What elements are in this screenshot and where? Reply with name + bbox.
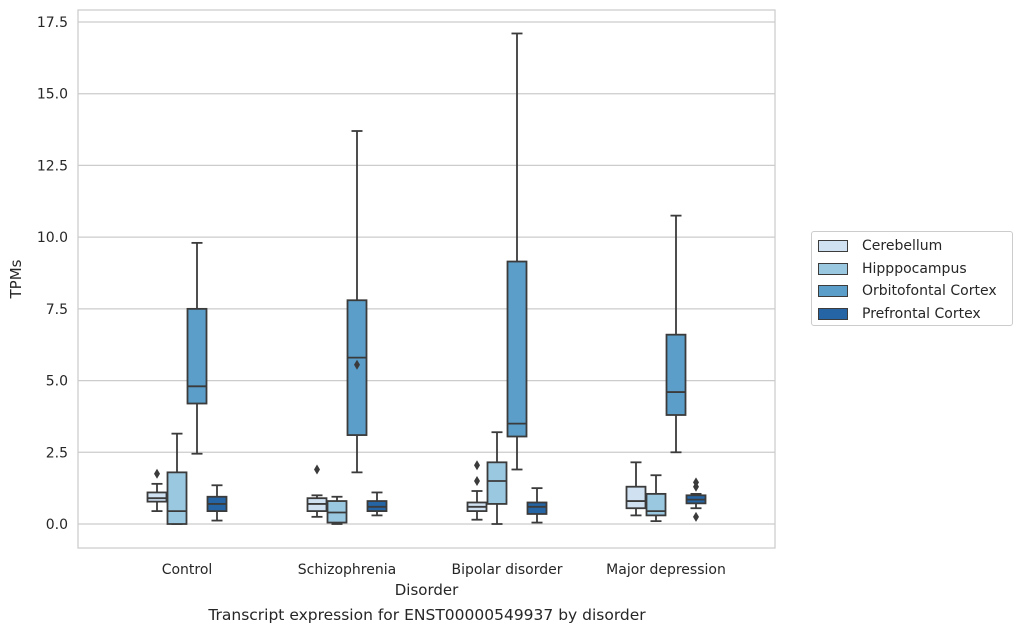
outlier-point: [474, 460, 480, 471]
iqr-box: [526, 501, 548, 515]
iqr-box: [645, 492, 667, 517]
box-bipolar-disorder-orbitofontal-cortex: [506, 32, 528, 471]
iqr-box: [146, 491, 168, 503]
box-major-depression-orbitofontal-cortex: [665, 214, 687, 454]
x-tick-label: Major depression: [606, 562, 726, 578]
legend-item-orbitofrontal-cortex: Orbitofontal Cortex: [818, 280, 1012, 303]
chart-caption: Transcript expression for ENST0000054993…: [208, 606, 646, 624]
box-schizophrenia-prefrontal-cortex: [366, 491, 388, 517]
y-tick-label: 15.0: [37, 87, 68, 103]
legend-item-hippocampus: Hipppocampus: [818, 258, 1012, 281]
outlier-point: [474, 475, 480, 486]
legend-label-prefrontal-cortex: Prefrontal Cortex: [862, 305, 981, 322]
outlier-point: [693, 477, 699, 488]
outlier-point: [693, 511, 699, 522]
x-tick-labels: Control Schizophrenia Bipolar disorder Majo…: [162, 562, 726, 578]
y-tick-label: 2.5: [46, 445, 68, 461]
box-bipolar-disorder-cerebellum: [466, 460, 488, 521]
iqr-box: [186, 307, 208, 405]
box-major-depression-cerebellum: [625, 461, 647, 517]
box-bipolar-disorder-hipppocampus: [486, 431, 508, 525]
legend-label-cerebellum: Cerebellum: [862, 238, 943, 255]
iqr-box: [665, 333, 687, 416]
box-major-depression-prefrontal-cortex: [685, 477, 707, 522]
box-bipolar-disorder-prefrontal-cortex: [526, 487, 548, 524]
y-axis-label: TPMs: [7, 259, 25, 299]
iqr-box: [166, 471, 188, 525]
iqr-box: [625, 485, 647, 510]
legend-swatch-cerebellum: [818, 240, 848, 253]
x-tick-label: Schizophrenia: [298, 562, 396, 578]
x-tick-label: Control: [162, 562, 213, 578]
legend-item-prefrontal-cortex: Prefrontal Cortex: [818, 303, 1012, 326]
y-tick-label: 12.5: [37, 158, 68, 174]
legend: Cerebellum Hipppocampus Orbitofontal Cor…: [811, 231, 1013, 326]
box-major-depression-hipppocampus: [645, 474, 667, 523]
grid-lines: [78, 21, 775, 525]
y-tick-label: 10.0: [37, 230, 68, 246]
box-control-hipppocampus: [166, 432, 188, 525]
y-tick-label: 7.5: [46, 302, 68, 318]
legend-label-orbitofrontal-cortex: Orbitofontal Cortex: [862, 283, 997, 300]
box-control-cerebellum: [146, 468, 168, 512]
legend-swatch-orbitofrontal-cortex: [818, 285, 848, 298]
legend-swatch-hippocampus: [818, 262, 848, 275]
box-schizophrenia-hipppocampus: [326, 495, 348, 525]
box-schizophrenia-orbitofontal-cortex: [346, 130, 368, 474]
y-tick-label: 5.0: [46, 374, 68, 390]
plot-frame: [77, 9, 776, 549]
box-control-orbitofontal-cortex: [186, 241, 208, 455]
box-control-prefrontal-cortex: [206, 484, 228, 522]
outlier-point: [354, 359, 360, 370]
iqr-box: [506, 260, 528, 438]
y-tick-label: 17.5: [37, 15, 68, 31]
legend-item-cerebellum: Cerebellum: [818, 235, 1012, 258]
box-plot-series: [146, 32, 707, 525]
legend-label-hippocampus: Hipppocampus: [862, 260, 967, 277]
x-axis-label: Disorder: [395, 581, 459, 599]
legend-swatch-prefrontal-cortex: [818, 307, 848, 320]
y-tick-label: 0.0: [46, 517, 68, 533]
y-tick-labels: 0.0 2.5 5.0 7.5 10.0 12.5 15.0 17.5: [37, 15, 68, 533]
outlier-point: [314, 464, 320, 475]
x-tick-label: Bipolar disorder: [451, 562, 562, 578]
iqr-box: [486, 461, 508, 505]
outlier-point: [154, 468, 160, 479]
box-schizophrenia-cerebellum: [306, 464, 328, 518]
